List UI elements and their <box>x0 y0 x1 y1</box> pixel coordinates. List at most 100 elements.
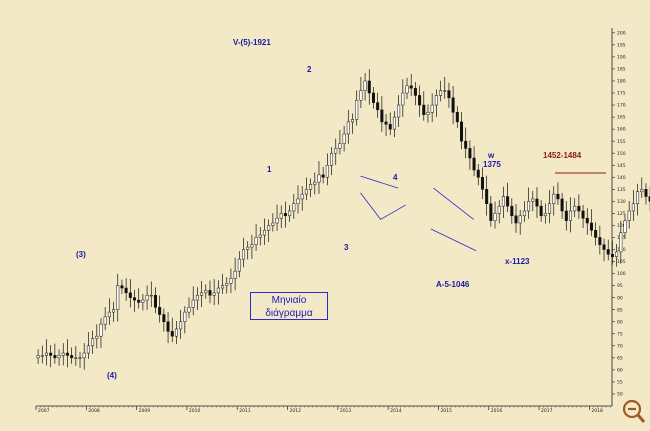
x-tick-label: 2015 <box>440 408 452 414</box>
candle-body <box>70 355 74 359</box>
candle-body <box>191 299 195 308</box>
candle-body <box>40 355 44 357</box>
candle-body <box>296 198 300 205</box>
x-tick-label: 2007 <box>38 408 50 414</box>
candle-body <box>158 307 162 315</box>
candle-body <box>330 152 334 166</box>
y-tick-label: 130 <box>617 199 626 205</box>
y-tick-label: 65 <box>617 355 623 361</box>
y-tick-label: 140 <box>617 175 626 181</box>
chart-axes: 5055606570758085909510010511011512012513… <box>35 28 626 414</box>
y-tick-label: 135 <box>617 187 626 193</box>
candle-body <box>510 205 514 217</box>
candle-body <box>493 213 497 221</box>
candle-body <box>116 285 120 310</box>
candle-body <box>346 121 350 135</box>
candle-body <box>61 352 65 356</box>
candle-body <box>124 287 128 294</box>
candle-body <box>489 203 493 221</box>
candle-body <box>552 193 556 205</box>
candle-body <box>82 352 86 359</box>
candle-body <box>640 189 644 192</box>
y-tick-label: 50 <box>617 392 623 398</box>
candle-body <box>522 210 526 217</box>
magnify-minus-icon[interactable] <box>620 398 646 426</box>
chart-caption-box: Μηνιαίο διάγραμμα <box>250 292 328 320</box>
candle-body <box>292 203 296 212</box>
candle-body <box>615 251 619 257</box>
label-wave-w: w <box>487 151 495 160</box>
candle-body <box>204 290 208 294</box>
candle-body <box>455 112 459 123</box>
candle-body <box>279 213 283 219</box>
label-wave-a5: A-5-1046 <box>436 280 470 289</box>
candle-body <box>531 198 535 202</box>
candle-body <box>476 169 480 178</box>
y-tick-label: 125 <box>617 211 626 217</box>
candle-body <box>145 294 149 301</box>
y-tick-label: 120 <box>617 223 626 229</box>
candle-body <box>216 287 220 294</box>
candle-body <box>648 196 650 202</box>
candle-body <box>275 217 279 224</box>
x-tick-label: 2009 <box>139 408 151 414</box>
candle-body <box>401 92 405 106</box>
candle-body <box>200 292 204 296</box>
candle-body <box>267 225 271 231</box>
candle-body <box>254 237 258 245</box>
candle-body <box>556 193 560 200</box>
x-tick-label: 2012 <box>290 408 302 414</box>
candle-body <box>359 90 363 101</box>
candle-body <box>422 104 426 115</box>
x-tick-label: 2014 <box>390 408 402 414</box>
candle-body <box>376 102 380 111</box>
candle-body <box>309 184 313 190</box>
candle-body <box>623 220 627 233</box>
candle-body <box>112 309 116 313</box>
candle-body <box>384 121 388 125</box>
candle-body <box>221 285 225 289</box>
candle-body <box>317 174 321 183</box>
candle-body <box>183 311 187 322</box>
candle-body <box>627 210 631 221</box>
candle-body <box>568 210 573 221</box>
y-tick-label: 60 <box>617 367 623 373</box>
candle-body <box>195 294 199 301</box>
y-tick-label: 150 <box>617 151 626 157</box>
candle-body <box>225 282 229 286</box>
y-tick-label: 170 <box>617 103 626 109</box>
candle-body <box>418 95 422 106</box>
caption-line-1: Μηνιαίο <box>271 295 307 306</box>
y-tick-label: 90 <box>617 295 623 301</box>
candle-body <box>413 87 417 96</box>
candle-body <box>459 121 464 142</box>
x-tick-label: 2018 <box>591 408 603 414</box>
candle-body <box>57 355 61 359</box>
candle-body <box>594 229 598 238</box>
x-tick-label: 2010 <box>189 408 201 414</box>
candle-body <box>585 217 589 224</box>
y-tick-label: 105 <box>617 259 626 265</box>
candle-body <box>397 104 401 118</box>
candle-body <box>65 352 69 356</box>
candle-body <box>137 299 141 303</box>
candle-body <box>91 338 95 347</box>
x-tick-label: 2017 <box>541 408 553 414</box>
candle-body <box>581 210 585 219</box>
label-wave-2: 2 <box>307 65 312 74</box>
candle-body <box>631 203 635 212</box>
candle-body <box>472 157 476 171</box>
y-tick-label: 190 <box>617 54 626 60</box>
candle-body <box>573 205 577 212</box>
candle-body <box>313 181 317 185</box>
candle-body <box>371 92 375 103</box>
y-tick-label: 95 <box>617 283 623 289</box>
y-tick-label: 200 <box>617 30 626 36</box>
candle-body <box>514 215 518 224</box>
candle-body <box>543 213 547 217</box>
candle-body <box>468 148 472 159</box>
candle-body <box>262 229 266 236</box>
candle-body <box>560 198 564 212</box>
candle-body <box>644 189 648 197</box>
